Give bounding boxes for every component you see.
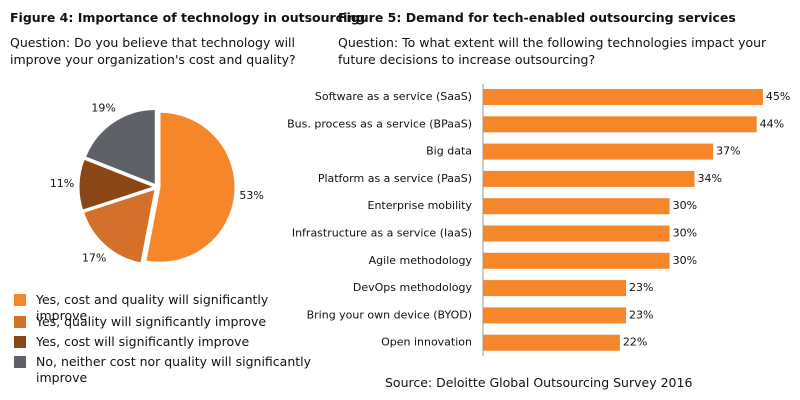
- bar: [483, 307, 627, 324]
- category-label: Open innovation: [381, 336, 472, 349]
- bar: [483, 170, 695, 187]
- source: Source: Deloitte Global Outsourcing Surv…: [385, 375, 693, 390]
- legend-label: Yes, quality will significantly improve: [36, 314, 267, 329]
- pie-label: 19%: [91, 101, 115, 114]
- value-label: 22%: [623, 336, 647, 349]
- category-label: Agile methodology: [369, 254, 473, 267]
- legend-swatch: [14, 356, 26, 368]
- bar: [483, 252, 670, 269]
- pie-label: 11%: [50, 177, 74, 190]
- pie-slice: [78, 158, 156, 211]
- value-label: 23%: [629, 281, 653, 294]
- bar-title: Figure 5: Demand for tech-enabled outsou…: [338, 10, 736, 25]
- value-label: 44%: [760, 117, 784, 130]
- value-label: 23%: [629, 308, 653, 321]
- pie-slice: [84, 109, 156, 186]
- value-label: 34%: [697, 172, 721, 185]
- category-label: Bus. process as a service (BPaaS): [287, 117, 472, 130]
- pie-slice: [83, 188, 156, 264]
- pie-slice: [145, 111, 236, 263]
- value-label: 30%: [673, 254, 697, 267]
- category-label: Software as a service (SaaS): [315, 90, 472, 103]
- legend-item: Yes, quality will significantly improve: [14, 314, 314, 330]
- pie-label: 17%: [82, 251, 106, 264]
- legend-label: No, neither cost nor quality will signif…: [36, 354, 312, 385]
- category-label: Infrastructure as a service (IaaS): [292, 227, 472, 240]
- bar: [483, 280, 627, 297]
- legend-item: No, neither cost nor quality will signif…: [14, 354, 314, 386]
- legend-swatch: [14, 316, 26, 328]
- pie-label: 53%: [239, 189, 263, 202]
- legend-swatch: [14, 294, 26, 306]
- bar: [483, 143, 714, 160]
- pie-title: Figure 4: Importance of technology in ou…: [10, 10, 366, 25]
- value-label: 30%: [673, 227, 697, 240]
- value-label: 45%: [766, 90, 790, 103]
- category-label: Bring your own device (BYOD): [307, 308, 472, 321]
- legend-label: Yes, cost and quality will significantly…: [36, 292, 269, 323]
- value-label: 30%: [673, 199, 697, 212]
- bar: [483, 225, 670, 242]
- legend-label: Yes, cost will significantly improve: [36, 334, 250, 349]
- legend-swatch: [14, 336, 26, 348]
- bar: [483, 116, 757, 133]
- pie-question: Question: Do you believe that technology…: [10, 35, 296, 67]
- bar: [483, 198, 670, 215]
- category-label: Big data: [426, 145, 472, 158]
- legend-item: Yes, cost will significantly improve: [14, 334, 314, 350]
- bar: [483, 334, 620, 351]
- bar: [483, 89, 763, 105]
- legend-item: Yes, cost and quality will significantly…: [14, 292, 314, 324]
- value-label: 37%: [716, 145, 740, 158]
- category-label: DevOps methodology: [353, 281, 473, 294]
- category-label: Platform as a service (PaaS): [318, 172, 472, 185]
- bar-question: Question: To what extent will the follow…: [338, 35, 767, 67]
- category-label: Enterprise mobility: [368, 199, 473, 212]
